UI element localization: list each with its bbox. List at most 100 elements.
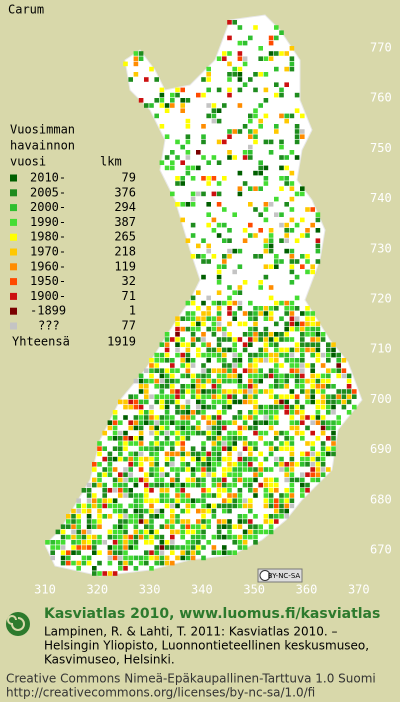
grid-square <box>175 378 180 384</box>
site-title[interactable]: Kasviatlas 2010, www.luomus.fi/kasviatla… <box>44 606 380 622</box>
grid-square <box>211 420 217 425</box>
grid-square <box>232 378 237 384</box>
grid-square <box>268 477 274 483</box>
grid-square <box>289 254 295 259</box>
grid-square <box>138 519 144 524</box>
grid-square <box>196 482 201 488</box>
grid-square <box>222 545 227 550</box>
grid-square <box>268 404 274 410</box>
grid-square <box>222 436 227 441</box>
grid-square <box>92 482 97 488</box>
grid-square <box>268 311 274 316</box>
grid-square <box>289 181 295 186</box>
grid-square <box>196 243 201 249</box>
grid-square <box>206 295 211 301</box>
grid-square <box>305 332 310 337</box>
grid-square <box>268 316 274 321</box>
grid-square <box>300 358 305 363</box>
grid-square <box>253 467 258 472</box>
grid-square <box>133 462 139 467</box>
legend-label: -1899 <box>30 304 66 318</box>
grid-square <box>237 352 243 358</box>
grid-square <box>232 467 237 472</box>
grid-square <box>196 404 201 410</box>
grid-square <box>253 186 258 191</box>
grid-square <box>211 368 217 373</box>
grid-square <box>118 451 123 457</box>
grid-square <box>123 508 128 514</box>
grid-square <box>66 534 71 540</box>
grid-square <box>336 399 341 405</box>
legend-label: 1950- <box>30 274 66 288</box>
grid-square <box>201 477 206 483</box>
grid-square <box>159 98 165 103</box>
grid-square <box>237 467 243 472</box>
grid-square <box>300 337 305 342</box>
grid-square <box>242 529 248 535</box>
grid-square <box>185 363 191 368</box>
grid-square <box>216 415 222 420</box>
grid-square <box>300 217 305 223</box>
grid-square <box>315 384 321 389</box>
grid-square <box>185 482 191 488</box>
grid-square <box>206 176 211 181</box>
grid-square <box>320 352 326 358</box>
grid-square <box>237 524 243 529</box>
grid-square <box>274 259 279 264</box>
grid-square <box>305 415 310 420</box>
grid-square <box>196 290 201 295</box>
grid-square <box>237 358 243 363</box>
grid-square <box>253 399 258 405</box>
grid-square <box>201 446 206 451</box>
grid-square <box>227 482 232 488</box>
grid-square <box>237 399 243 405</box>
grid-square <box>305 316 310 321</box>
grid-square <box>274 462 279 467</box>
grid-square <box>206 243 211 249</box>
grid-square <box>320 446 326 451</box>
grid-square <box>201 352 206 358</box>
grid-square <box>232 503 237 509</box>
grid-square <box>227 394 232 399</box>
grid-square <box>154 113 159 119</box>
grid-square <box>346 378 352 384</box>
grid-square <box>149 415 154 420</box>
grid-square <box>279 508 284 514</box>
grid-square <box>248 202 253 207</box>
grid-square <box>320 420 326 425</box>
grid-square <box>268 529 274 535</box>
grid-square <box>232 20 237 25</box>
grid-square <box>284 233 289 238</box>
license-url[interactable]: http://creativecommons.org/licenses/by-n… <box>6 686 315 700</box>
grid-square <box>274 358 279 363</box>
grid-square <box>216 222 222 228</box>
grid-square <box>149 519 154 524</box>
grid-square <box>320 425 326 431</box>
grid-square <box>258 436 263 441</box>
grid-square <box>242 534 248 540</box>
grid-square <box>274 35 279 41</box>
grid-square <box>268 150 274 155</box>
grid-square <box>248 155 253 160</box>
grid-square <box>102 571 107 576</box>
grid-square <box>133 441 139 446</box>
grid-square <box>216 373 222 379</box>
grid-square <box>206 462 211 467</box>
grid-square <box>185 155 191 160</box>
grid-square <box>242 415 248 420</box>
grid-square <box>274 25 279 30</box>
grid-square <box>331 425 336 431</box>
grid-square <box>242 155 248 160</box>
grid-square <box>196 399 201 405</box>
grid-square <box>294 420 300 425</box>
grid-square <box>237 191 243 197</box>
grid-square <box>159 550 165 555</box>
grid-square <box>216 160 222 165</box>
grid-square <box>289 368 295 373</box>
grid-square <box>128 467 133 472</box>
grid-square <box>175 425 180 431</box>
grid-square <box>180 394 185 399</box>
grid-square <box>170 456 175 462</box>
grid-square <box>138 555 144 561</box>
grid-square <box>289 259 295 264</box>
